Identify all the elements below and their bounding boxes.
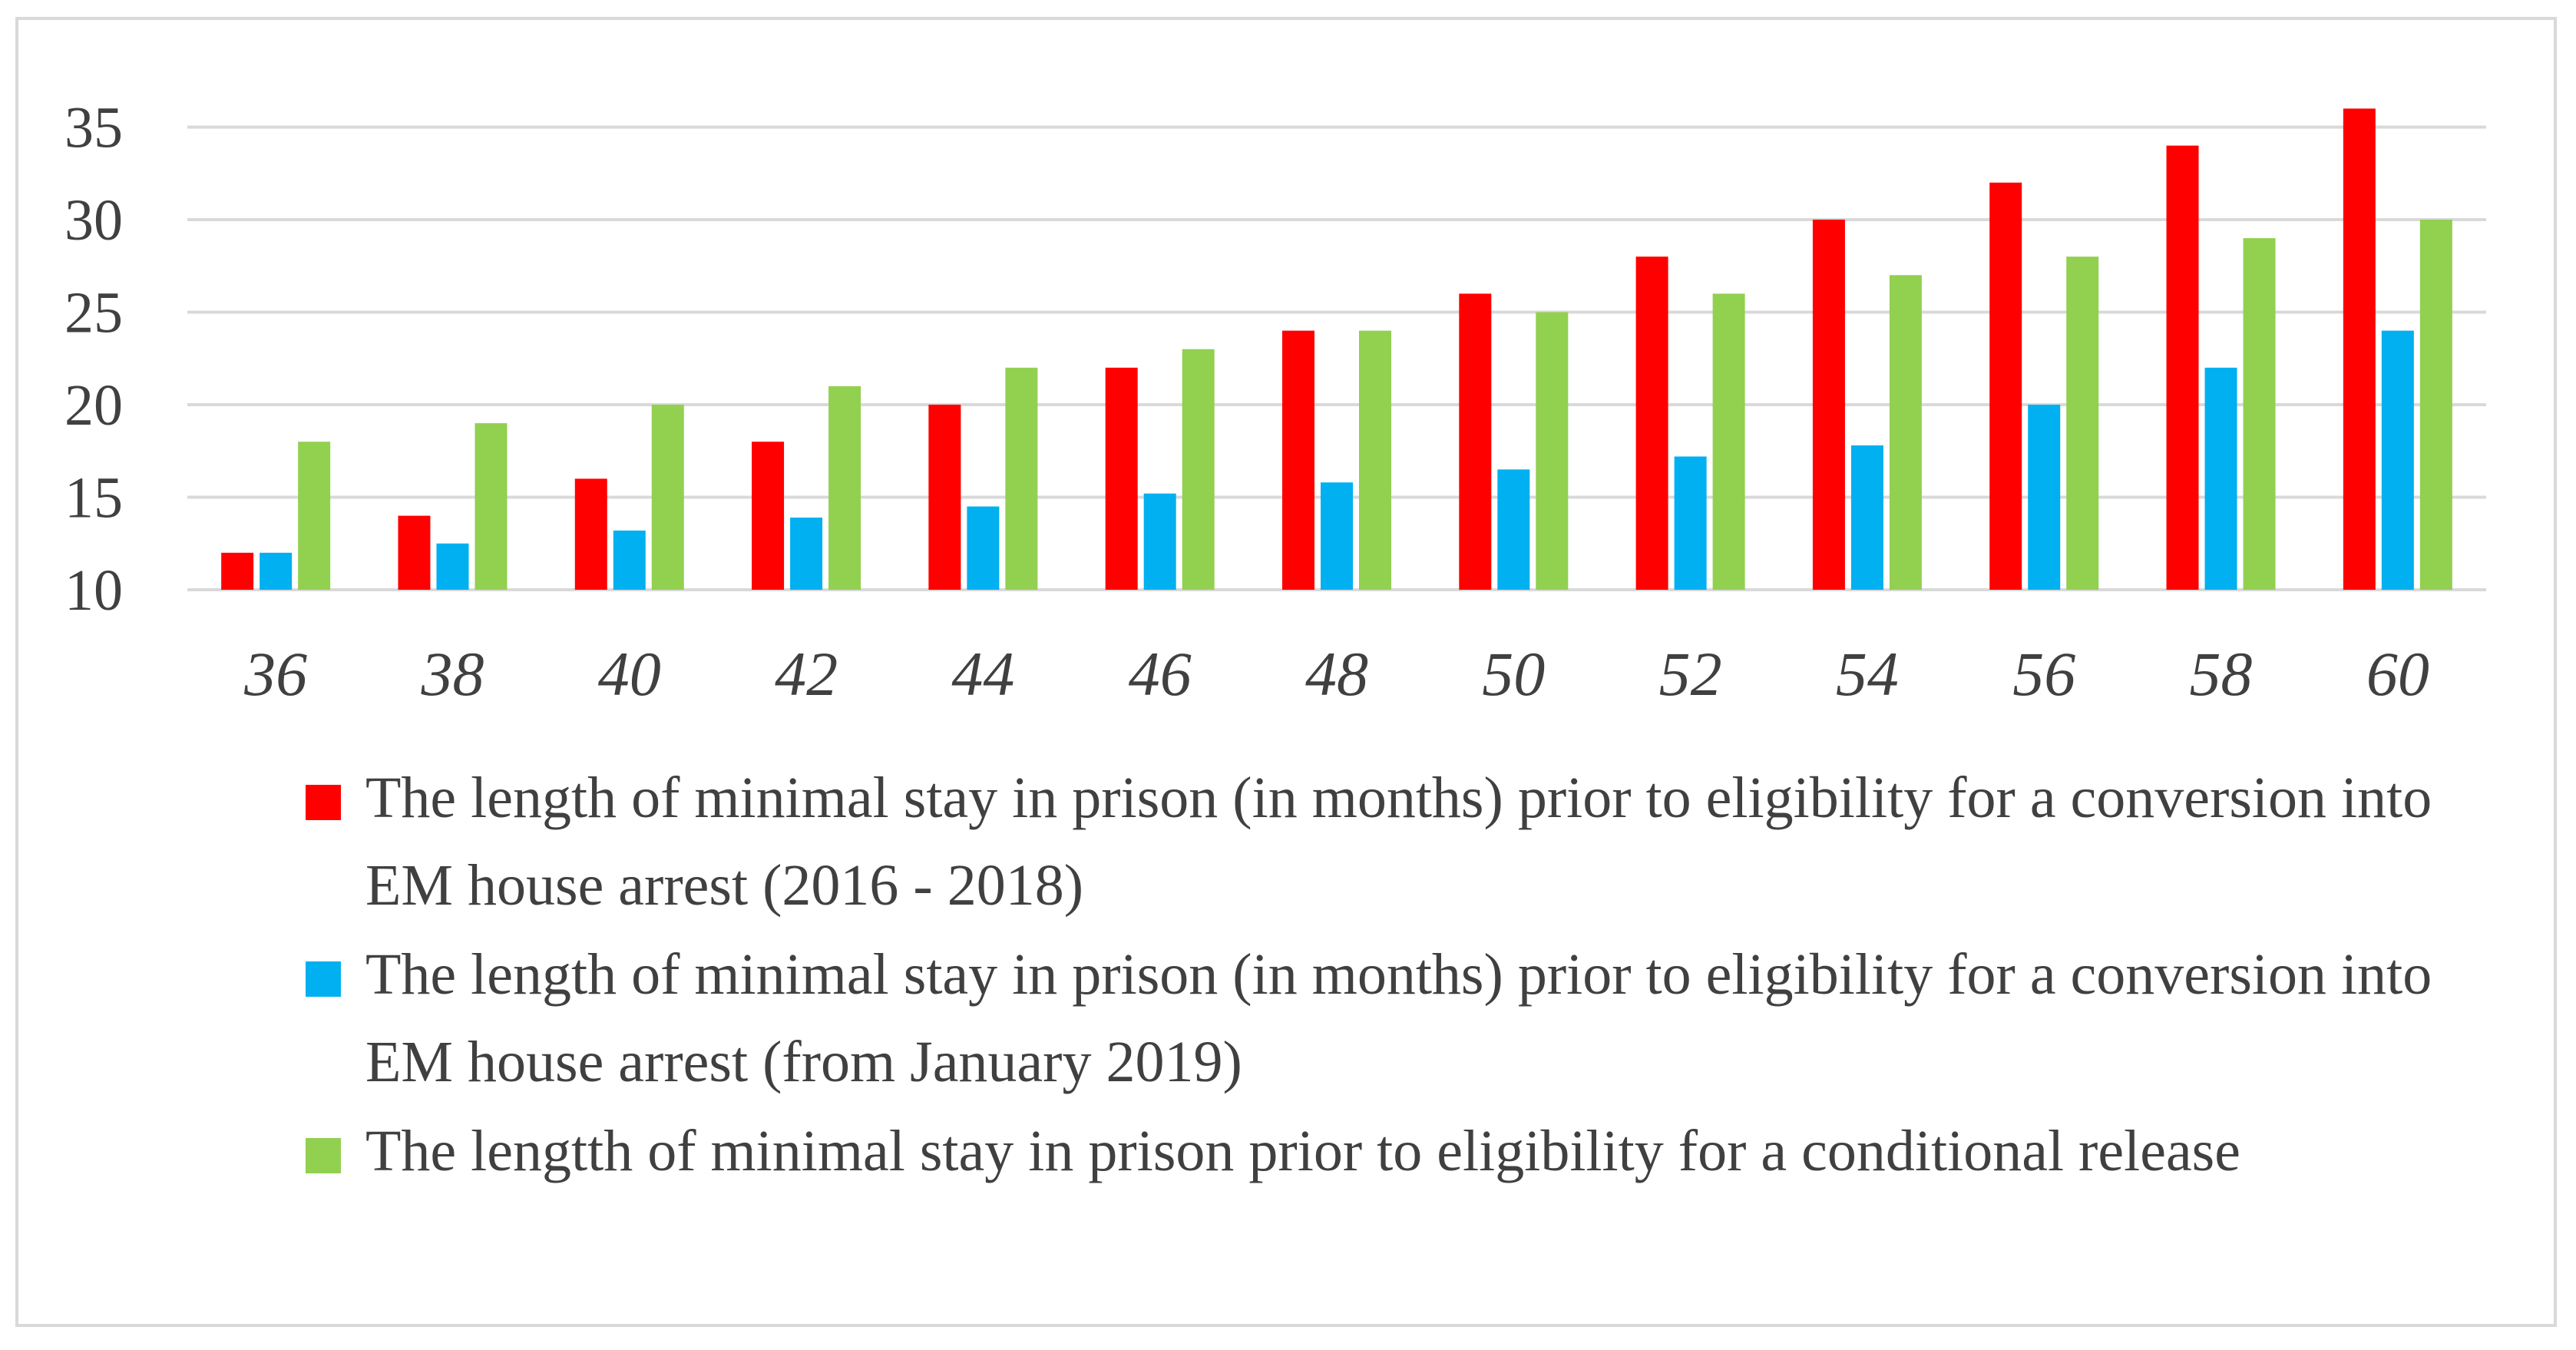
- bar-series-3-48: [1359, 330, 1391, 590]
- bar-series-1-50: [1459, 293, 1492, 590]
- bar-series-1-44: [928, 405, 961, 590]
- y-tick-label: 25: [64, 281, 123, 346]
- bar-series-3-60: [2419, 220, 2452, 590]
- bar-series-2-40: [613, 530, 646, 590]
- bar-series-3-36: [298, 442, 331, 590]
- bar-series-3-58: [2243, 238, 2276, 590]
- legend: The length of minimal stay in prison (in…: [306, 754, 2517, 1196]
- legend-label-series-2: The length of minimal stay in prison (in…: [365, 942, 2432, 1094]
- bar-series-3-44: [1005, 367, 1038, 590]
- bar-series-2-60: [2381, 330, 2414, 590]
- x-tick-label: 56: [2012, 639, 2075, 709]
- bar-series-2-58: [2204, 367, 2237, 590]
- bar-series-2-44: [967, 506, 1000, 590]
- x-tick-label: 60: [2366, 639, 2429, 709]
- bar-series-3-50: [1536, 312, 1569, 590]
- bar-series-3-38: [475, 423, 508, 590]
- legend-item-series-2: The length of minimal stay in prison (in…: [306, 931, 2517, 1106]
- legend-item-series-1: The length of minimal stay in prison (in…: [306, 754, 2517, 929]
- bar-series-2-46: [1143, 493, 1176, 590]
- x-tick-label: 44: [951, 639, 1014, 709]
- bar-series-2-54: [1850, 445, 1883, 590]
- x-tick-label: 52: [1659, 639, 1722, 709]
- legend-swatch-green: [306, 1138, 341, 1173]
- bars: [221, 108, 2452, 591]
- y-tick-label: 10: [64, 558, 123, 623]
- bar-series-2-36: [260, 552, 293, 590]
- x-tick-label: 38: [420, 639, 484, 709]
- x-tick-label: 58: [2190, 639, 2253, 709]
- bar-series-1-54: [1812, 220, 1845, 590]
- bar-series-1-52: [1635, 256, 1668, 590]
- x-axis-ticks: 36 38 40 42 44 46 48 50 52 54 56 58 60: [243, 639, 2429, 709]
- y-axis-ticks: 10 15 20 25 30 35: [64, 96, 123, 624]
- chart-frame: [15, 17, 2557, 1327]
- bar-series-1-48: [1282, 330, 1314, 590]
- y-tick-label: 15: [64, 466, 123, 531]
- y-tick-label: 20: [64, 373, 123, 438]
- x-tick-label: 40: [598, 639, 661, 709]
- legend-item-series-3: The lengtth of minimal stay in prison pr…: [306, 1107, 2517, 1195]
- bar-series-3-56: [2066, 256, 2099, 590]
- x-tick-label: 42: [775, 639, 838, 709]
- x-tick-label: 48: [1305, 639, 1368, 709]
- bar-series-1-38: [398, 515, 431, 590]
- x-tick-label: 50: [1482, 639, 1545, 709]
- x-tick-label: 36: [243, 639, 307, 709]
- bar-series-1-46: [1105, 367, 1138, 590]
- y-tick-label: 35: [64, 96, 123, 160]
- bar-series-1-40: [574, 478, 607, 590]
- gridlines: [187, 125, 2486, 591]
- legend-swatch-red: [306, 785, 341, 820]
- x-tick-label: 46: [1129, 639, 1192, 709]
- legend-label-series-3: The lengtth of minimal stay in prison pr…: [365, 1119, 2240, 1183]
- bar-series-2-56: [2028, 405, 2061, 590]
- y-tick-label: 30: [64, 188, 123, 253]
- legend-swatch-blue: [306, 961, 341, 997]
- bar-series-3-40: [651, 405, 684, 590]
- legend-label-series-1: The length of minimal stay in prison (in…: [365, 766, 2432, 918]
- bar-series-2-50: [1497, 469, 1530, 590]
- bar-series-1-36: [221, 552, 254, 590]
- bar-series-2-48: [1321, 482, 1353, 590]
- bar-series-3-42: [828, 385, 861, 590]
- bar-series-2-42: [790, 518, 823, 590]
- bar-series-3-54: [1889, 275, 1922, 590]
- bar-series-1-42: [752, 442, 785, 590]
- bar-series-2-52: [1674, 456, 1707, 590]
- bar-series-1-56: [1989, 182, 2022, 591]
- bar-series-1-60: [2343, 108, 2376, 590]
- bar-series-2-38: [436, 543, 469, 590]
- bar-series-3-52: [1712, 293, 1745, 590]
- x-tick-label: 54: [1836, 639, 1899, 709]
- bar-series-1-58: [2166, 145, 2199, 591]
- bar-series-3-46: [1182, 349, 1215, 590]
